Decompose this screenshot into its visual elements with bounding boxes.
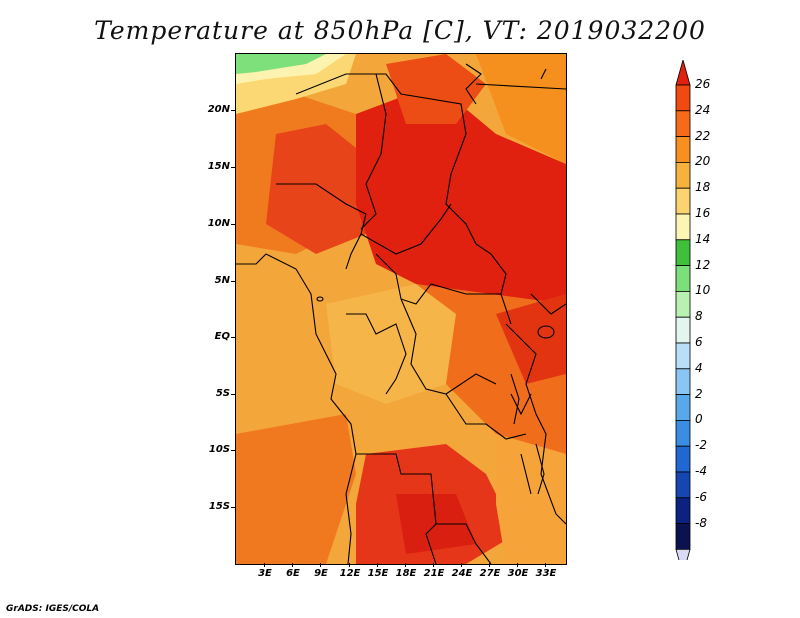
- field-hot-core: [356, 84, 566, 314]
- colorbar-label: 10: [695, 283, 711, 298]
- lon-tick-mark: [461, 563, 462, 567]
- lon-tick-mark: [545, 563, 546, 567]
- lat-tick-label: 5S: [215, 388, 230, 399]
- map-title: Temperature at 850hPa [C], VT: 201903220…: [94, 16, 706, 45]
- lat-tick-label: EQ: [214, 331, 230, 342]
- lon-tick-mark: [264, 563, 265, 567]
- colorbar-swatch: [675, 523, 691, 550]
- colorbar-swatch: [675, 497, 691, 524]
- country-borders: [236, 63, 566, 564]
- colorbar-label: 2: [695, 386, 703, 401]
- lon-tick-label: 15E: [367, 568, 389, 579]
- colorbar-swatch: [675, 394, 691, 421]
- colorbar-swatch: [675, 368, 691, 395]
- lon-tick-mark: [517, 563, 518, 567]
- colorbar-label: 14: [695, 231, 711, 246]
- lon-tick-label: 9E: [314, 568, 328, 579]
- colorbar-label: 22: [695, 128, 711, 143]
- colorbar-label: 8: [695, 309, 703, 324]
- lon-tick-label: 18E: [395, 568, 417, 579]
- lon-tick-label: 3E: [258, 568, 272, 579]
- lon-tick-label: 6E: [286, 568, 300, 579]
- colorbar-swatch: [675, 471, 691, 499]
- lon-tick-label: 12E: [339, 568, 361, 579]
- field-southeast: [496, 434, 566, 564]
- lon-tick-mark: [489, 563, 490, 567]
- colorbar-swatch: [675, 239, 691, 267]
- field-west-warm: [266, 124, 376, 254]
- colorbar-swatch: [675, 342, 691, 370]
- colorbar-label: -4: [695, 464, 707, 478]
- lat-tick-mark: [231, 394, 235, 395]
- colorbar-label: -8: [695, 515, 707, 530]
- lon-tick-mark: [405, 563, 406, 567]
- lat-tick-label: 15N: [207, 161, 230, 172]
- lon-tick-label: 24E: [451, 568, 473, 579]
- lon-tick-mark: [320, 563, 321, 567]
- field-east-hot: [496, 294, 566, 384]
- colorbar-swatch: [675, 290, 691, 318]
- lat-tick-label: 5N: [214, 275, 230, 286]
- colorbar-swatch: [675, 445, 691, 473]
- colorbar-label: 26: [695, 77, 711, 91]
- lon-tick-label: 27E: [479, 568, 501, 579]
- colorbar-label: 16: [695, 206, 711, 220]
- colorbar-bottom-arrow: [675, 548, 691, 560]
- colorbar-label: 20: [695, 154, 711, 169]
- credit-text: GrADS: IGES/COLA: [6, 604, 100, 614]
- lakes: [316, 296, 555, 495]
- colorbar-swatch: [675, 84, 691, 112]
- colorbar-swatch: [675, 162, 691, 189]
- colorbar-label: 24: [695, 102, 711, 117]
- lat-tick-mark: [231, 110, 235, 111]
- colorbar-label: -2: [695, 438, 707, 453]
- lon-tick-mark: [292, 563, 293, 567]
- temperature-map: [235, 53, 567, 565]
- colorbar-swatch: [675, 110, 691, 137]
- field-southwest: [236, 414, 356, 564]
- colorbar-label: -6: [695, 489, 707, 504]
- field-nw-coolest: [236, 54, 326, 74]
- lat-tick-label: 10N: [207, 218, 230, 229]
- colorbar-label: 12: [695, 257, 711, 272]
- colorbar-swatch: [675, 213, 691, 241]
- lat-tick-mark: [231, 167, 235, 168]
- lat-tick-mark: [231, 224, 235, 225]
- colorbar-swatch: [675, 136, 691, 163]
- lat-tick-mark: [231, 450, 235, 451]
- lat-tick-label: 15S: [208, 501, 230, 512]
- colorbar-swatch: [675, 187, 691, 215]
- lon-tick-label: 33E: [535, 568, 557, 579]
- map-canvas: [236, 54, 566, 564]
- lon-tick-mark: [377, 563, 378, 567]
- colorbar-label: 6: [695, 335, 703, 349]
- lon-tick-label: 21E: [423, 568, 445, 579]
- colorbar-swatch: [675, 316, 691, 344]
- lat-tick-mark: [231, 281, 235, 282]
- colorbar-label: 18: [695, 180, 711, 195]
- lat-tick-mark: [231, 507, 235, 508]
- colorbar-swatch: [675, 419, 691, 447]
- colorbar-swatch: [675, 265, 691, 292]
- lat-tick-label: 20N: [207, 104, 230, 115]
- lon-tick-mark: [349, 563, 350, 567]
- lon-tick-label: 30E: [507, 568, 529, 579]
- colorbar-top-arrow: [675, 60, 691, 86]
- colorbar-label: 4: [695, 360, 703, 375]
- lat-tick-label: 10S: [208, 444, 230, 455]
- colorbar: [675, 60, 691, 560]
- lon-tick-mark: [433, 563, 434, 567]
- field-northeast: [476, 54, 566, 164]
- lat-tick-mark: [231, 337, 235, 338]
- colorbar-label: 0: [695, 412, 703, 427]
